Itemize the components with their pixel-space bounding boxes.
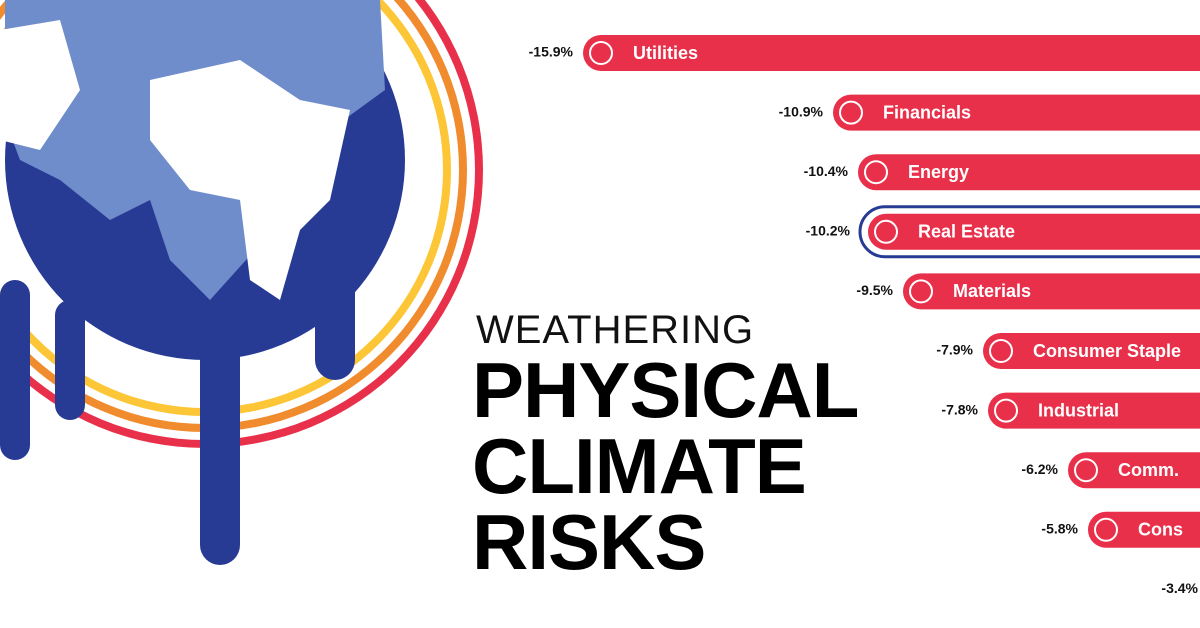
kicker: WEATHERING <box>476 308 755 352</box>
bar <box>988 392 1200 429</box>
category-icon <box>839 100 863 125</box>
category-icon <box>589 41 613 65</box>
globe-illustration <box>0 0 483 565</box>
bar <box>858 154 1200 191</box>
value-label: -15.9% <box>529 44 574 60</box>
category-label: Industrial <box>1038 400 1119 420</box>
value-label: -3.4% <box>1161 580 1198 596</box>
value-label: -10.2% <box>806 223 851 239</box>
category-icon <box>989 339 1013 363</box>
bar <box>1088 511 1200 548</box>
bar <box>983 333 1200 369</box>
category-label: Materials <box>953 281 1031 301</box>
category-icon <box>909 279 933 304</box>
value-label: -10.4% <box>804 163 849 179</box>
category-label: Consumer Staple <box>1033 341 1181 361</box>
value-label: -6.2% <box>1021 461 1058 477</box>
category-label: Comm. <box>1118 460 1179 480</box>
value-label: -7.8% <box>941 401 978 417</box>
category-label: Financials <box>883 102 971 122</box>
bar <box>1068 452 1200 489</box>
category-label: Utilities <box>633 43 698 63</box>
category-icon <box>994 398 1018 423</box>
category-label: Cons <box>1138 520 1183 540</box>
value-label: -5.8% <box>1041 521 1078 537</box>
category-label: Energy <box>908 162 969 182</box>
highlight-outline <box>858 205 1200 259</box>
value-label: -10.9% <box>779 103 824 119</box>
bar <box>583 35 1200 71</box>
bar <box>903 273 1200 310</box>
category-icon <box>1094 517 1118 542</box>
chart-title: PHYSICAL CLIMATE RISKS <box>472 346 858 586</box>
category-icon <box>874 219 898 244</box>
category-icon <box>1074 458 1098 483</box>
category-label: Real Estate <box>918 222 1015 242</box>
bar <box>833 94 1200 131</box>
category-icon <box>864 160 888 185</box>
value-label: -9.5% <box>856 282 893 298</box>
bar <box>868 213 1200 250</box>
value-label: -7.9% <box>936 342 973 358</box>
